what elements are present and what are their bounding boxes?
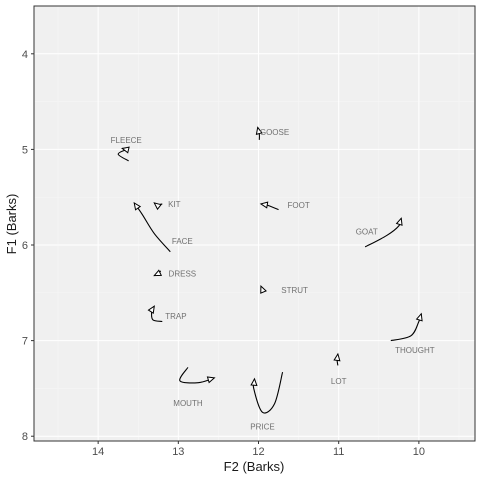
vowel-label-lot: LOT	[331, 377, 347, 386]
arrowhead-strut	[260, 284, 267, 294]
arrowhead-trap	[147, 305, 155, 314]
arrowhead-fleece	[121, 146, 130, 154]
vowel-label-trap: TRAP	[165, 312, 186, 321]
vowel-label-strut: STRUT	[281, 286, 308, 295]
trajectory-layer	[117, 126, 423, 414]
y-axis-title: F1 (Barks)	[4, 194, 19, 255]
major-gridlines	[34, 6, 475, 441]
vowel-label-mouth: MOUTH	[173, 399, 203, 408]
x-axis-title: F2 (Barks)	[224, 459, 285, 474]
vowel-label-thought: THOUGHT	[395, 346, 435, 355]
arrowhead-face	[133, 201, 142, 211]
vowel-label-layer: FLEECE GOOSE KIT FOOT GOAT FACE DRESS STRUT TRAP…	[111, 128, 435, 431]
x-tick-label: 11	[333, 446, 344, 458]
vowel-label-price: PRICE	[250, 423, 274, 432]
vowel-label-kit: KIT	[168, 200, 181, 209]
vowel-label-fleece: FLEECE	[111, 136, 142, 145]
arrowhead-thought	[415, 312, 423, 322]
vowel-label-face: FACE	[172, 237, 193, 246]
y-tick-label: 4	[22, 49, 28, 61]
x-axis-ticks: 14 13 12 11 10	[92, 441, 425, 458]
arrowhead-goat	[395, 217, 403, 226]
x-tick-label: 12	[252, 446, 264, 458]
y-tick-label: 5	[22, 144, 28, 156]
arrowhead-lot	[333, 352, 341, 362]
arrowhead-price	[250, 377, 258, 387]
vowel-label-goose: GOOSE	[260, 128, 289, 137]
minor-gridlines	[34, 6, 475, 441]
arrowhead-kit	[153, 202, 162, 211]
y-axis-ticks: 4 5 6 7 8	[22, 49, 34, 443]
x-tick-label: 13	[172, 446, 184, 458]
vowel-label-dress: DRESS	[169, 270, 197, 279]
arrowhead-mouth	[206, 376, 216, 384]
x-tick-label: 10	[413, 446, 425, 458]
trajectory-mouth	[179, 367, 215, 384]
arrowhead-goose	[255, 126, 263, 135]
x-tick-label: 14	[92, 446, 104, 458]
y-tick-label: 8	[22, 431, 28, 443]
plot-panel	[34, 6, 475, 441]
arrowhead-foot	[259, 201, 269, 209]
y-tick-label: 7	[22, 336, 28, 348]
vowel-label-foot: FOOT	[287, 201, 309, 210]
arrowhead-dress	[153, 269, 163, 277]
y-tick-label: 6	[22, 240, 28, 252]
vowel-label-goat: GOAT	[356, 228, 378, 237]
panel-border	[33, 5, 476, 442]
